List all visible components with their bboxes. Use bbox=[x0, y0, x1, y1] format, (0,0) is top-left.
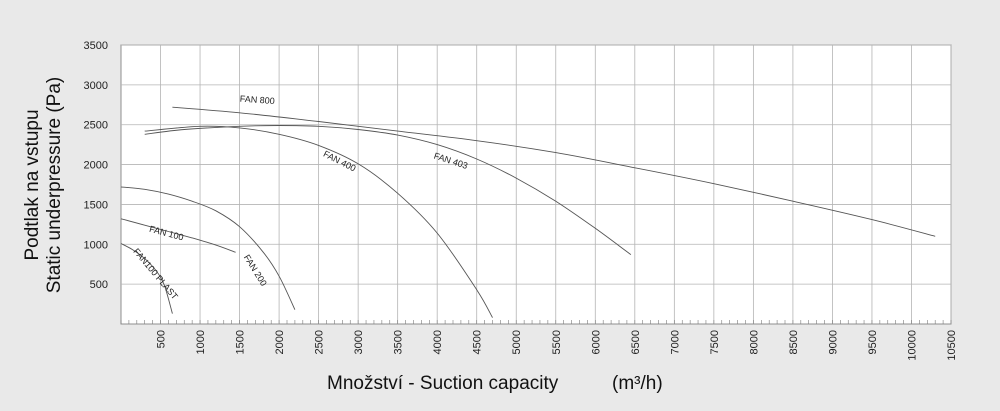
series-line-fan-100 bbox=[120, 218, 236, 253]
series-label: FAN 800 bbox=[239, 94, 275, 106]
plot-area bbox=[120, 44, 952, 325]
y-tick-label: 500 bbox=[90, 279, 108, 291]
x-tick-label: 2000 bbox=[274, 330, 286, 354]
y-tick-label: 2000 bbox=[84, 160, 108, 172]
series-line-fan-800 bbox=[172, 106, 936, 237]
grid bbox=[121, 44, 952, 324]
series-line-fan-200 bbox=[120, 186, 296, 310]
series-line-fan100-plast bbox=[120, 243, 173, 314]
x-tick-label: 4500 bbox=[472, 330, 484, 354]
x-tick-label: 3000 bbox=[353, 330, 365, 354]
x-tick-label: 10000 bbox=[906, 330, 918, 361]
series-line-fan-403 bbox=[144, 125, 632, 255]
x-tick-label: 1000 bbox=[195, 330, 207, 354]
ticks: 500 1000 1500 2000 2500 3000 3500 4000 4500 5000 5… bbox=[84, 40, 958, 361]
x-tick-label: 5000 bbox=[511, 330, 523, 354]
x-tick-label: 5500 bbox=[551, 330, 563, 354]
x-tick-label: 2500 bbox=[314, 330, 326, 354]
x-tick-label: 7000 bbox=[669, 330, 681, 354]
x-tick-label: 7500 bbox=[709, 330, 721, 354]
x-axis-unit: (m³/h) bbox=[612, 373, 663, 394]
y-tick-label: 1500 bbox=[84, 199, 108, 211]
x-tick-label: 8000 bbox=[748, 330, 760, 354]
x-tick-label: 4000 bbox=[432, 330, 444, 354]
x-tick-label: 8500 bbox=[788, 330, 800, 354]
x-tick-label: 9500 bbox=[867, 330, 879, 354]
y-axis-title-line-2: Static underpressure (Pa) bbox=[44, 77, 65, 294]
x-tick-label: 6000 bbox=[590, 330, 602, 354]
x-tick-label: 10500 bbox=[946, 330, 958, 361]
y-tick-label: 3000 bbox=[84, 80, 108, 92]
x-tick-label: 6500 bbox=[630, 330, 642, 354]
x-tick-label: 1500 bbox=[235, 330, 247, 354]
series-line-fan-400 bbox=[144, 125, 493, 318]
y-tick-label: 3500 bbox=[84, 40, 108, 52]
x-tick-label: 9000 bbox=[827, 330, 839, 354]
x-tick-label: 3500 bbox=[393, 330, 405, 354]
x-tick-label: 500 bbox=[156, 330, 168, 348]
x-axis-title: Množství - Suction capacity bbox=[327, 373, 559, 394]
series-lines bbox=[120, 106, 936, 318]
y-tick-label: 1000 bbox=[84, 239, 108, 251]
y-tick-label: 2500 bbox=[84, 120, 108, 132]
y-axis-title-line-1: Podtlak na vstupu bbox=[22, 109, 43, 260]
